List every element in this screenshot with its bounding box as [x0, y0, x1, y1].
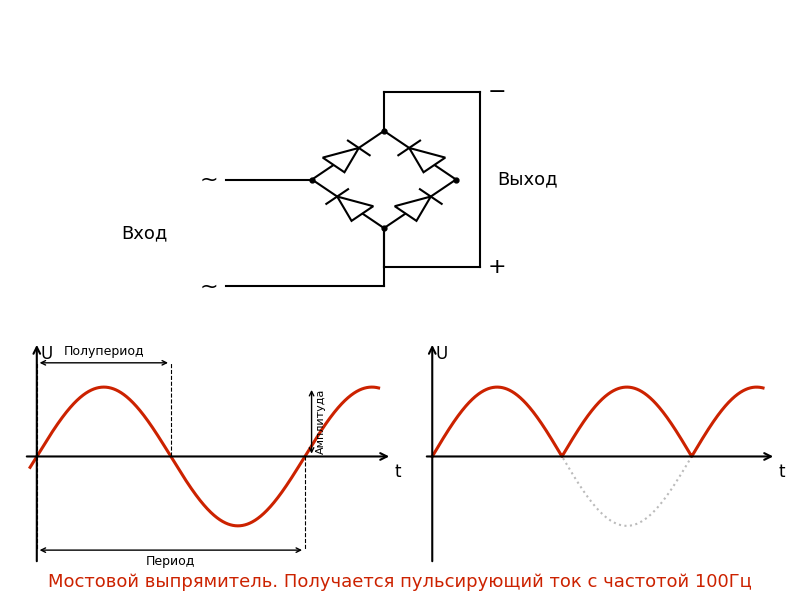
- Text: Вход: Вход: [122, 224, 168, 242]
- Text: Период: Период: [146, 555, 195, 568]
- Text: ~: ~: [200, 170, 218, 190]
- Text: U: U: [40, 346, 53, 364]
- Text: t: t: [394, 463, 401, 481]
- Text: Амплитуда: Амплитуда: [316, 389, 326, 454]
- Text: −: −: [487, 82, 506, 102]
- Text: Мостовой выпрямитель. Получается пульсирующий ток с частотой 100Гц: Мостовой выпрямитель. Получается пульсир…: [48, 573, 752, 591]
- Text: t: t: [778, 463, 785, 481]
- Text: Полупериод: Полупериод: [63, 345, 144, 358]
- Text: Выход: Выход: [497, 170, 558, 188]
- Text: +: +: [487, 257, 506, 277]
- Text: ~: ~: [200, 277, 218, 296]
- Text: U: U: [435, 346, 448, 364]
